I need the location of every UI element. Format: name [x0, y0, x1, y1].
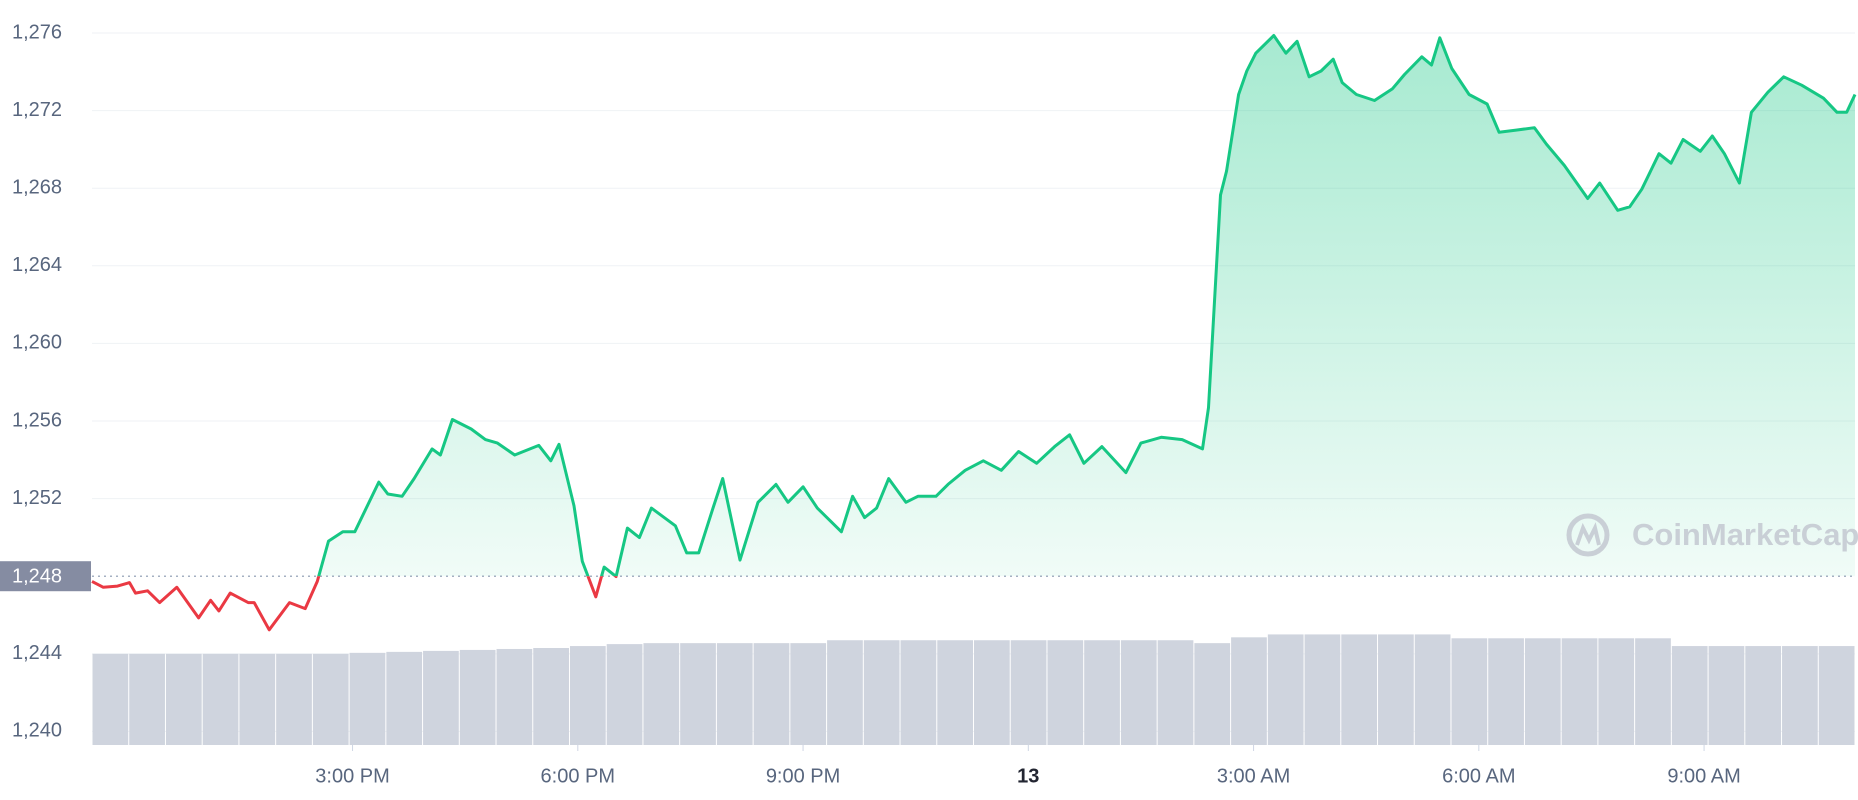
volume-bar [1635, 638, 1671, 745]
x-tick-label: 9:00 AM [1667, 765, 1740, 787]
volume-bar [569, 646, 606, 745]
volume-bar [1341, 634, 1378, 745]
y-tick-label: 1,276 [12, 21, 62, 43]
y-tick-label: 1,268 [12, 176, 62, 198]
reference-label-box [0, 561, 91, 592]
volume-bar [716, 643, 753, 745]
watermark-logo [1566, 513, 1610, 557]
volume-bar [863, 640, 900, 745]
volume-bar [1084, 640, 1120, 745]
volume-bar [1010, 640, 1047, 745]
volume-bar [753, 643, 790, 745]
volume-bar [202, 653, 239, 745]
area-up [318, 35, 1855, 577]
x-tick-label: 3:00 PM [315, 765, 389, 787]
volume-bar [1231, 637, 1267, 745]
volume-bar [680, 643, 716, 745]
volume-bar [1047, 640, 1084, 745]
volume-bar [129, 653, 165, 745]
y-tick-label: 1,272 [12, 99, 62, 121]
volume-bar [349, 652, 386, 745]
volume-bar [1194, 643, 1231, 745]
y-tick-label: 1,240 [12, 720, 62, 742]
volume-bar [1414, 634, 1451, 745]
volume-bar [239, 653, 276, 745]
volume-bar [1561, 638, 1598, 745]
volume-bar [1708, 646, 1745, 745]
reference-label: 1,248 [12, 565, 62, 587]
x-tick-label: 3:00 AM [1217, 765, 1290, 787]
volume-bar [790, 643, 827, 745]
watermark-text: CoinMarketCap [1632, 517, 1858, 552]
watermark: CoinMarketCap [1566, 513, 1858, 557]
volume-bar [900, 640, 937, 745]
volume-bar [1451, 638, 1488, 745]
volume-bar [937, 640, 973, 745]
y-tick-label: 1,244 [12, 642, 62, 664]
volume-bar [1120, 640, 1157, 745]
volume-bar [423, 650, 459, 745]
volume-bar [92, 653, 129, 745]
volume-bar [643, 643, 680, 745]
line-up [317, 34, 1857, 577]
volume-bar [496, 648, 533, 745]
x-tick-label: 6:00 AM [1442, 765, 1515, 787]
volume-bar [1157, 640, 1194, 745]
volume-bar [974, 640, 1010, 745]
volume-bar [1267, 634, 1304, 745]
y-tick-label: 1,252 [12, 487, 62, 509]
volume-bar [1378, 634, 1414, 745]
x-tick-label: 9:00 PM [766, 765, 840, 787]
x-tick-label: 13 [1017, 765, 1039, 787]
y-tick-label: 1,260 [12, 332, 62, 354]
volume-bar [1524, 638, 1561, 745]
volume-bar [312, 653, 349, 745]
volume-bar [276, 653, 312, 745]
y-tick-label: 1,256 [12, 409, 62, 431]
volume-bar [606, 644, 643, 745]
volume-bar [1488, 638, 1524, 745]
watermark-logo-mark [1575, 522, 1601, 546]
volume-bar [1818, 646, 1855, 745]
volume-bar [165, 653, 202, 745]
volume-bar [1304, 634, 1341, 745]
volume-bar [1745, 646, 1782, 745]
volume-bar [1782, 646, 1818, 745]
volume-bar [533, 647, 569, 745]
volume-bar [459, 649, 496, 745]
volume-bar [1671, 646, 1708, 745]
x-tick-label: 6:00 PM [541, 765, 615, 787]
volume-bar [827, 640, 863, 745]
volume-bar [1598, 638, 1635, 745]
volume-bar [386, 651, 423, 745]
y-tick-label: 1,264 [12, 254, 62, 276]
